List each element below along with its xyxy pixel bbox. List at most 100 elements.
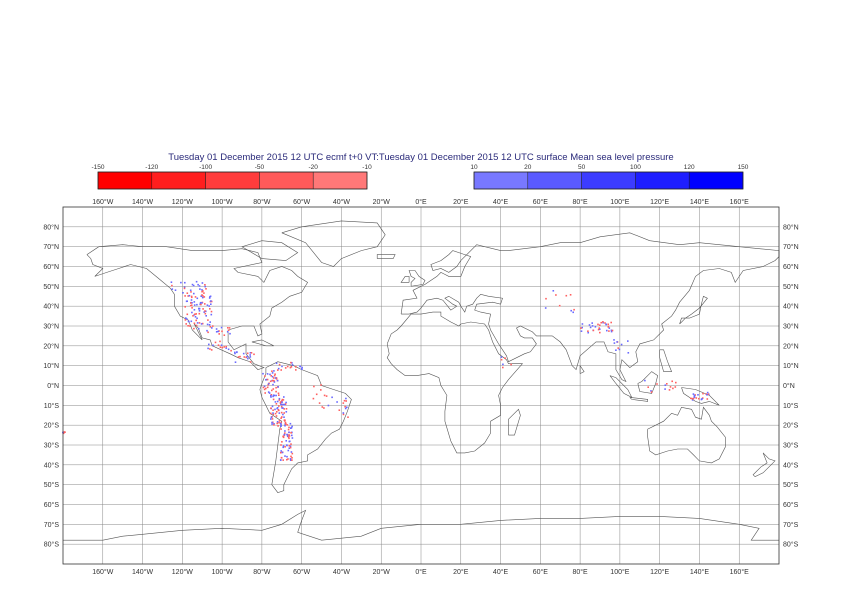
negative-anomaly-pixel xyxy=(263,388,266,391)
positive-anomaly-pixel xyxy=(610,329,613,332)
positive-anomaly-pixel xyxy=(594,326,597,328)
positive-anomaly-pixel xyxy=(185,317,187,319)
positive-anomaly-pixel xyxy=(346,406,348,409)
negative-anomaly-pixel xyxy=(608,330,610,332)
latitude-label-right: 80°N xyxy=(783,223,799,231)
negative-anomaly-pixel xyxy=(183,287,186,290)
latitude-label-right: 70°N xyxy=(783,243,799,251)
negative-anomaly-pixel xyxy=(295,366,297,368)
negative-anomaly-pixel xyxy=(201,294,203,296)
negative-anomaly-pixel xyxy=(313,385,315,388)
positive-anomaly-pixel xyxy=(274,377,277,379)
positive-anomaly-pixel xyxy=(286,433,288,436)
latitude-label-left: 30°S xyxy=(44,442,60,450)
longitude-label-top: 60°E xyxy=(533,198,549,206)
positive-anomaly-pixel xyxy=(587,331,589,334)
negative-anomaly-pixel xyxy=(592,329,595,332)
positive-anomaly-pixel xyxy=(284,430,286,432)
coastline-madagascar xyxy=(508,408,521,436)
negative-anomaly-pixel xyxy=(269,380,272,383)
positive-anomaly-pixel xyxy=(197,327,200,330)
longitude-label-top: 100°W xyxy=(212,198,233,206)
positive-anomaly-pixel xyxy=(608,327,611,329)
negative-anomaly-pixel xyxy=(502,366,504,369)
longitude-label-top: 0°E xyxy=(415,198,427,206)
positive-anomaly-pixel xyxy=(606,329,608,332)
positive-anomaly-pixel xyxy=(203,311,205,313)
negative-anomaly-pixel xyxy=(239,355,241,358)
positive-anomaly-pixel xyxy=(206,323,209,326)
negative-anomaly-pixel xyxy=(290,366,293,368)
negative-anomaly-pixel xyxy=(288,444,291,447)
latitude-label-left: 80°S xyxy=(44,541,60,549)
negative-anomaly-pixel xyxy=(186,292,189,294)
negative-anomaly-pixel xyxy=(275,377,278,379)
latitude-label-right: 10°N xyxy=(783,362,799,370)
negative-anomaly-pixel xyxy=(243,356,246,358)
latitude-label-left: 40°N xyxy=(43,303,59,311)
positive-anomaly-pixel xyxy=(285,440,287,442)
negative-anomaly-pixel xyxy=(279,402,282,404)
negative-anomaly-pixel xyxy=(647,386,649,388)
positive-anomaly-pixel xyxy=(291,364,294,366)
negative-anomaly-pixel xyxy=(200,303,202,306)
positive-anomaly-pixel xyxy=(201,289,203,291)
negative-anomaly-pixel xyxy=(194,296,197,298)
negative-anomaly-pixel xyxy=(237,356,240,358)
legend-negative-swatch xyxy=(205,171,260,190)
coastline-sri-lanka xyxy=(579,364,585,374)
longitude-label-top: 140°E xyxy=(690,198,709,206)
negative-anomaly-pixel xyxy=(600,321,602,324)
positive-anomaly-pixel xyxy=(196,317,198,320)
longitude-label-bottom: 20°W xyxy=(373,568,391,576)
negative-anomaly-pixel xyxy=(228,327,231,329)
positive-anomaly-pixel xyxy=(282,403,284,406)
negative-anomaly-pixel xyxy=(195,324,198,327)
negative-anomaly-pixel xyxy=(219,340,221,343)
positive-anomaly-pixel xyxy=(171,288,174,290)
negative-anomaly-pixel xyxy=(192,315,194,317)
positive-anomaly-pixel xyxy=(613,342,616,344)
legend-negative-swatch xyxy=(151,171,206,190)
positive-anomaly-pixel xyxy=(196,297,199,300)
negative-anomaly-pixel xyxy=(277,425,279,427)
negative-anomaly-pixel xyxy=(270,412,272,415)
negative-anomaly-pixel xyxy=(323,394,326,397)
negative-anomaly-pixel xyxy=(610,321,612,324)
negative-anomaly-pixel xyxy=(278,399,281,401)
positive-anomaly-pixel xyxy=(276,407,279,409)
negative-anomaly-pixel xyxy=(191,296,193,299)
negative-anomaly-pixel xyxy=(210,349,213,351)
positive-anomaly-pixel xyxy=(289,459,292,461)
negative-anomaly-pixel xyxy=(275,403,278,405)
legend-positive-swatch xyxy=(635,171,690,190)
latitude-label-right: 50°S xyxy=(783,481,799,489)
positive-anomaly-pixel xyxy=(190,299,193,301)
negative-anomaly-pixel xyxy=(343,399,346,402)
longitude-label-top: 80°E xyxy=(572,198,588,206)
negative-anomaly-pixel xyxy=(669,386,672,388)
negative-anomaly-pixel xyxy=(186,313,189,316)
positive-anomaly-pixel xyxy=(206,329,208,332)
negative-anomaly-pixel xyxy=(545,297,547,300)
positive-anomaly-pixel xyxy=(283,403,286,406)
positive-anomaly-pixel xyxy=(500,356,503,358)
latitude-label-left: 50°S xyxy=(44,481,60,489)
latitude-label-right: 30°S xyxy=(783,442,799,450)
negative-anomaly-pixel xyxy=(656,383,658,385)
positive-anomaly-pixel xyxy=(291,437,294,439)
positive-anomaly-pixel xyxy=(217,330,219,333)
legend-negative: -150 -120 -100 -50 -20 -10 xyxy=(91,164,372,190)
negative-anomaly-pixel xyxy=(668,389,671,391)
negative-anomaly-pixel xyxy=(171,284,173,287)
longitude-label-top: 40°E xyxy=(493,198,509,206)
positive-anomaly-pixel xyxy=(691,399,694,401)
legend-positive-tick-label: 20 xyxy=(524,164,532,171)
positive-anomaly-pixel xyxy=(274,401,277,403)
legend-positive-swatch xyxy=(688,171,744,190)
positive-anomaly-pixel xyxy=(290,427,293,429)
negative-anomaly-pixel xyxy=(271,370,273,372)
negative-anomaly-pixel xyxy=(280,444,282,446)
latitude-label-right: 60°S xyxy=(783,501,799,509)
positive-anomaly-pixel xyxy=(278,412,281,414)
